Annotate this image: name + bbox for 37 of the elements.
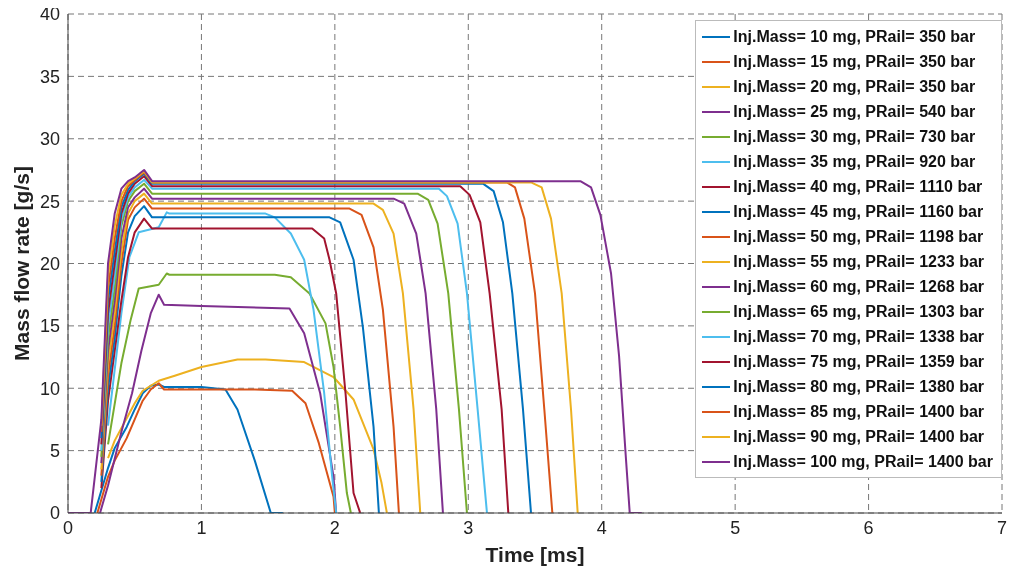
- y-tick-label: 5: [49, 441, 60, 462]
- legend-label: Inj.Mass= 50 mg, PRail= 1198 bar: [733, 227, 984, 246]
- legend-label: Inj.Mass= 10 mg, PRail= 350 bar: [733, 27, 976, 46]
- legend-label: Inj.Mass= 60 mg, PRail= 1268 bar: [733, 277, 985, 296]
- x-axis-title: Time [ms]: [485, 543, 585, 566]
- x-tick-label: 3: [463, 517, 474, 538]
- y-tick-label: 30: [39, 129, 60, 150]
- legend-label: Inj.Mass= 30 mg, PRail= 730 bar: [733, 127, 976, 146]
- legend-label: Inj.Mass= 45 mg, PRail= 1160 bar: [733, 202, 984, 221]
- y-tick-label: 20: [39, 253, 60, 274]
- y-tick-label: 40: [39, 4, 60, 25]
- legend-label: Inj.Mass= 65 mg, PRail= 1303 bar: [733, 302, 985, 321]
- legend-label: Inj.Mass= 85 mg, PRail= 1400 bar: [733, 402, 985, 421]
- y-tick-label: 10: [39, 378, 60, 399]
- legend-label: Inj.Mass= 75 mg, PRail= 1359 bar: [733, 352, 985, 371]
- x-tick-label: 7: [996, 517, 1008, 538]
- legend-label: Inj.Mass= 35 mg, PRail= 920 bar: [733, 152, 976, 171]
- x-tick-label: 5: [730, 517, 741, 538]
- legend-label: Inj.Mass= 15 mg, PRail= 350 bar: [733, 52, 976, 71]
- legend-label: Inj.Mass= 100 mg, PRail= 1400 bar: [733, 452, 993, 471]
- legend-label: Inj.Mass= 70 mg, PRail= 1338 bar: [733, 327, 985, 346]
- legend-label: Inj.Mass= 25 mg, PRail= 540 bar: [733, 102, 976, 121]
- x-tick-label: 4: [596, 517, 607, 538]
- y-tick-label: 35: [39, 66, 60, 87]
- y-tick-label: 25: [39, 191, 60, 212]
- y-tick-label: 0: [49, 503, 60, 524]
- x-tick-label: 0: [62, 517, 74, 538]
- y-axis-title: Mass flow rate [g/s]: [10, 166, 34, 361]
- x-tick-label: 2: [329, 517, 340, 538]
- legend-label: Inj.Mass= 80 mg, PRail= 1380 bar: [733, 377, 985, 396]
- x-tick-label: 6: [863, 517, 874, 538]
- legend-label: Inj.Mass= 40 mg, PRail= 1110 bar: [733, 177, 983, 196]
- legend-label: Inj.Mass= 90 mg, PRail= 1400 bar: [733, 427, 985, 446]
- x-tick-label: 1: [196, 517, 207, 538]
- legend-label: Inj.Mass= 55 mg, PRail= 1233 bar: [733, 252, 985, 271]
- y-tick-label: 15: [39, 316, 60, 337]
- legend-label: Inj.Mass= 20 mg, PRail= 350 bar: [733, 77, 976, 96]
